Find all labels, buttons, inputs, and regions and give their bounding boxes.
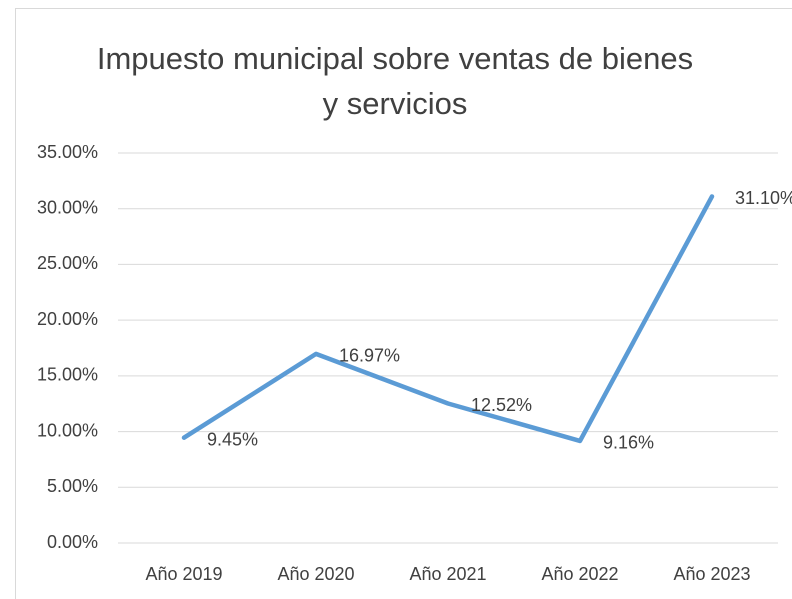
x-tick-label: Año 2020 — [277, 564, 354, 584]
y-tick-label: 35.00% — [37, 142, 98, 162]
x-tick-label: Año 2021 — [409, 564, 486, 584]
y-tick-label: 10.00% — [37, 420, 98, 440]
data-label: 9.45% — [207, 429, 258, 449]
y-tick-label: 30.00% — [37, 197, 98, 217]
y-tick-label: 0.00% — [47, 532, 98, 552]
y-tick-label: 20.00% — [37, 309, 98, 329]
chart-border — [15, 8, 792, 599]
data-label: 16.97% — [339, 346, 400, 366]
y-tick-label: 15.00% — [37, 365, 98, 385]
data-label: 9.16% — [603, 433, 654, 453]
y-tick-label: 25.00% — [37, 253, 98, 273]
y-tick-label: 5.00% — [47, 476, 98, 496]
x-tick-label: Año 2022 — [541, 564, 618, 584]
x-tick-label: Año 2023 — [673, 564, 750, 584]
data-label: 31.10% — [735, 188, 792, 208]
data-label: 12.52% — [471, 395, 532, 415]
x-tick-label: Año 2019 — [145, 564, 222, 584]
chart-title: Impuesto municipal sobre ventas de biene… — [96, 41, 694, 121]
data-line — [181, 194, 715, 444]
